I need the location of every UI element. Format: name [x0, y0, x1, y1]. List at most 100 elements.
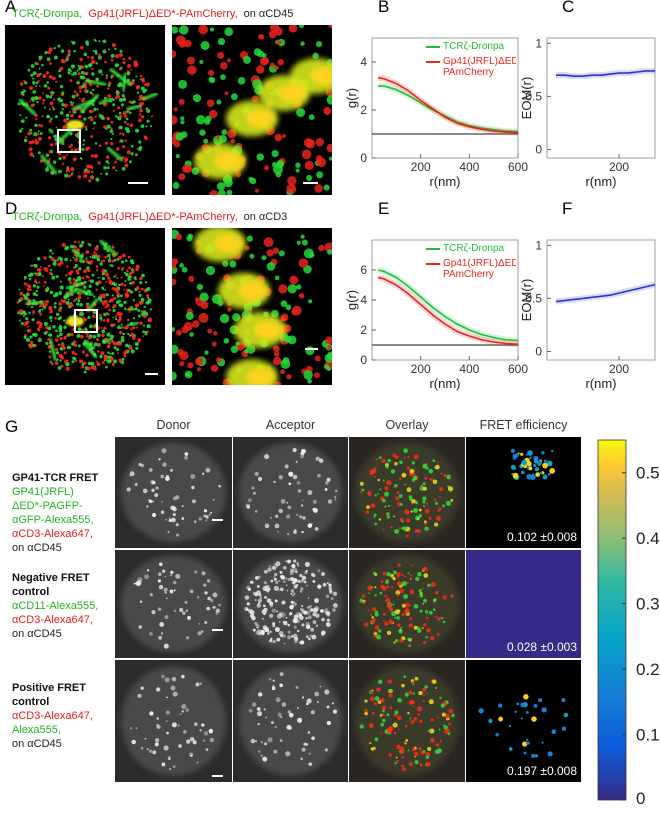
spot: [185, 311, 194, 320]
spot: [119, 49, 123, 53]
spot: [67, 298, 70, 301]
spot: [268, 30, 277, 39]
filament: [74, 287, 94, 297]
spot: [32, 299, 35, 302]
spot: [411, 747, 416, 752]
spot: [76, 291, 80, 295]
spot: [439, 496, 441, 498]
cell-glow: [120, 555, 227, 653]
spot: [118, 341, 122, 346]
spot: [396, 623, 401, 627]
plot-frame: [546, 37, 656, 159]
spot: [397, 502, 402, 507]
spot: [406, 487, 412, 493]
spot: [64, 360, 68, 364]
spot: [145, 125, 148, 128]
spot: [58, 302, 62, 306]
spot: [128, 160, 132, 164]
spot: [152, 750, 157, 755]
spot: [118, 140, 122, 143]
spot: [100, 260, 103, 263]
spot: [260, 629, 265, 635]
spot: [88, 243, 92, 247]
spot: [295, 686, 299, 689]
spot: [164, 677, 170, 683]
spot: [334, 495, 337, 499]
spot: [301, 149, 312, 160]
spot: [48, 158, 51, 161]
spot: [262, 617, 264, 620]
spot: [380, 584, 385, 589]
spot: [132, 326, 136, 330]
spot: [151, 500, 154, 503]
spot: [90, 56, 95, 60]
spot: [172, 115, 178, 125]
spot: [70, 302, 73, 305]
x-axis-label: r(nm): [429, 174, 460, 189]
spot: [320, 609, 324, 613]
spot: [404, 483, 407, 486]
spot: [404, 608, 410, 614]
spot: [150, 480, 155, 485]
spot: [199, 129, 206, 136]
spot: [32, 292, 37, 296]
spot: [181, 674, 185, 679]
spot: [18, 288, 21, 291]
filament: [63, 288, 78, 299]
spot: [381, 718, 386, 723]
spot: [168, 518, 172, 523]
spot: [186, 56, 195, 65]
spot: [289, 568, 294, 573]
spot: [267, 737, 273, 743]
spot: [378, 679, 383, 685]
spot: [405, 529, 408, 532]
spot: [33, 264, 38, 268]
spot: [90, 154, 94, 158]
spot: [381, 498, 386, 503]
spot: [215, 608, 221, 613]
spot: [288, 471, 294, 477]
spot: [422, 567, 427, 572]
caption-part: TCRζ-Dronpa,: [12, 211, 82, 223]
spot: [318, 244, 325, 252]
filament: [65, 281, 85, 290]
spot: [138, 94, 144, 99]
spot: [83, 269, 87, 273]
spot: [125, 117, 129, 121]
spot: [274, 599, 278, 603]
spot: [205, 519, 208, 522]
spot: [276, 613, 282, 619]
spot: [158, 572, 162, 576]
spot: [275, 561, 281, 567]
spot: [181, 704, 187, 710]
spot: [287, 176, 297, 186]
row-label: αCD3-Alexa647,: [12, 614, 93, 626]
spot: [315, 41, 323, 48]
spot: [63, 103, 68, 108]
spot: [63, 351, 67, 355]
spot: [326, 477, 331, 482]
spot: [85, 250, 90, 254]
spot: [257, 34, 264, 40]
spot: [25, 337, 31, 343]
spot: [106, 124, 111, 129]
spot: [230, 93, 238, 101]
spot: [103, 125, 107, 129]
spot: [299, 515, 303, 519]
micrograph: [466, 437, 581, 548]
spot: [87, 269, 91, 273]
spot: [165, 597, 168, 600]
spot: [67, 50, 71, 54]
spot: [129, 471, 135, 477]
spot: [97, 276, 100, 279]
spot: [208, 109, 218, 119]
spot: [371, 616, 374, 619]
spot: [309, 252, 315, 258]
spot: [47, 326, 52, 331]
spot: [127, 64, 132, 68]
spot: [40, 302, 45, 307]
spot: [116, 294, 120, 298]
spot: [394, 483, 398, 488]
spot: [310, 627, 315, 632]
